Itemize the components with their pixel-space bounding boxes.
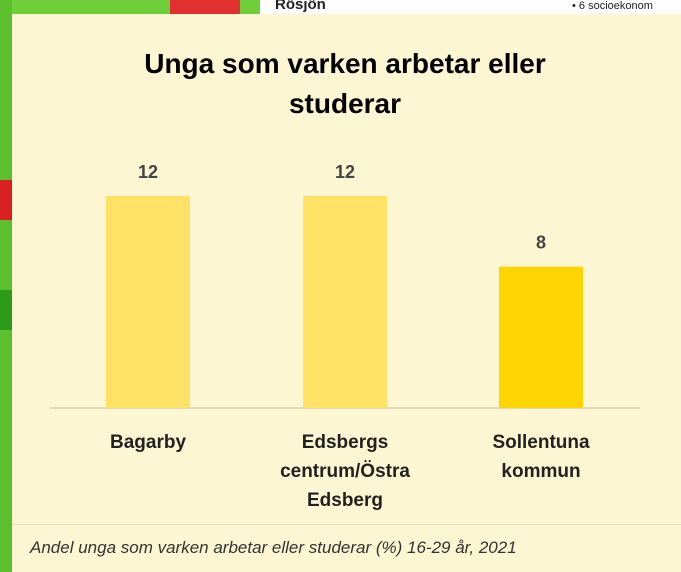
bar: [106, 196, 190, 408]
map-area: [0, 0, 12, 572]
side-text: • 6 socioekonom: [572, 0, 653, 12]
map-area: [0, 180, 12, 220]
caption: Andel unga som varken arbetar eller stud…: [30, 538, 517, 557]
chart-title: Unga som varken arbetar eller studerar: [144, 48, 546, 119]
x-tick-label: Bagarby: [109, 432, 187, 453]
bar: [303, 196, 387, 408]
separator: [12, 524, 681, 525]
x-tick-label: Sollentuna kommun: [492, 432, 590, 482]
data-label: 12: [138, 162, 158, 182]
map-area: [0, 290, 12, 330]
data-label: 8: [536, 233, 546, 253]
map-label: Rösjön: [275, 0, 326, 13]
bar: [499, 266, 583, 408]
side-panel: [565, 0, 681, 14]
data-label: 12: [335, 162, 355, 182]
map-area: [170, 0, 240, 14]
x-tick-label: Edsbergs centrum/Östra Edsberg: [280, 432, 410, 511]
